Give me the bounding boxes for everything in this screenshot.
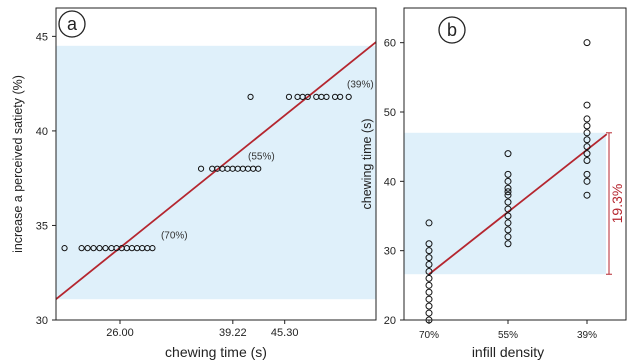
panel-b-ytick-label: 30 (384, 246, 396, 258)
panel-b-ytick-label: 40 (384, 176, 396, 188)
panel-b-point (504, 219, 512, 227)
panel-b-point (583, 122, 591, 130)
panel-b-point (583, 157, 591, 165)
panel-a-point-label: (70%) (161, 231, 188, 242)
panel-a-xlabel: chewing time (s) (165, 344, 267, 360)
panel-b-point (504, 240, 512, 248)
panel-b-label: b (447, 20, 457, 40)
panel-b-ytick-label: 50 (384, 107, 396, 119)
panel-b-xtick-label: 70% (419, 330, 439, 341)
panel-b-point (504, 177, 512, 185)
panel-b-point (583, 150, 591, 158)
panel-b-fit-line (428, 133, 608, 275)
panel-a-point (285, 93, 293, 100)
panel-b-point (583, 39, 591, 47)
panel-a-badge (58, 10, 86, 38)
panel-b-point (583, 129, 591, 137)
panel-b-xlabel: infill density (472, 344, 544, 360)
panel-a-point (337, 93, 344, 100)
panel-b-ytick-label: 20 (384, 315, 396, 327)
panel-b-point (583, 115, 591, 123)
panel-b-bracket-label: 19.3% (609, 184, 625, 224)
panel-b-point (425, 267, 433, 275)
panel-a-label: a (67, 14, 78, 34)
panel-a-frame (55, 7, 377, 321)
panel-b-point (425, 309, 433, 317)
panel-a-point (304, 93, 311, 100)
panel-a-point (96, 245, 103, 252)
panel-b-point (583, 101, 591, 109)
panel-a: 26.00 39.22 45.30 30 35 40 45 (70%) (55%) (39%) a… (11, 7, 377, 360)
panel-b-point (425, 295, 433, 303)
panel-b-point (504, 226, 512, 234)
panel-a-ytick-label: 45 (36, 31, 48, 43)
panel-a-ytick-label: 30 (36, 315, 48, 327)
panel-a-point (84, 245, 91, 252)
panel-a-point-label: (39%) (347, 79, 374, 90)
panel-b-frame (403, 7, 627, 321)
panel-b-point (583, 136, 591, 144)
panel-b-point (583, 143, 591, 151)
panel-a-xtick-label: 26.00 (106, 327, 134, 339)
panel-a-ytick-label: 40 (36, 126, 48, 138)
panel-a-point (102, 245, 109, 252)
panel-a-xtick-label: 45.30 (271, 327, 299, 339)
panel-b-point (425, 247, 433, 255)
panel-b: 70% 55% 39% 20 30 40 50 60 19.3% b infill densit… (360, 7, 627, 360)
panel-a-point (345, 93, 352, 100)
panel-b-point (504, 150, 512, 158)
panel-b-point (425, 281, 433, 289)
panel-a-point (247, 93, 254, 100)
panel-b-badge (438, 16, 466, 44)
panel-a-point (90, 245, 97, 252)
panel-a-point (197, 165, 205, 172)
panel-b-xtick-label: 55% (498, 330, 518, 341)
panel-b-point (504, 191, 512, 199)
panel-a-point (149, 245, 156, 252)
panel-b-point (425, 274, 433, 282)
panel-b-point (583, 191, 591, 199)
panel-b-point (583, 170, 591, 178)
panel-b-point (504, 212, 512, 220)
panel-b-point (425, 240, 433, 248)
panel-a-point-label: (55%) (248, 151, 275, 162)
panel-a-point (78, 245, 85, 252)
panel-a-xtick-label: 39.22 (219, 327, 247, 339)
panel-b-point (583, 177, 591, 185)
panel-b-xtick-label: 39% (577, 330, 597, 341)
panel-a-ytick-label: 35 (36, 220, 48, 232)
panel-b-point (425, 288, 433, 296)
panel-a-point (61, 245, 68, 252)
panel-b-point (425, 254, 433, 262)
panel-b-point (425, 219, 433, 227)
panel-b-point (504, 233, 512, 241)
panel-a-ylabel: increase a perceived satiety (%) (11, 75, 25, 253)
panel-b-point (504, 188, 512, 196)
panel-b-ylabel: chewing time (s) (360, 119, 374, 210)
panel-a-point (255, 165, 262, 172)
panel-b-point (504, 198, 512, 206)
panel-b-point (504, 205, 512, 213)
panel-b-point (425, 261, 433, 269)
panel-b-point (504, 170, 512, 178)
panel-b-ytick-label: 60 (384, 38, 396, 50)
panel-b-point (504, 184, 512, 192)
panel-b-point (425, 302, 433, 310)
panel-a-point (323, 93, 330, 100)
